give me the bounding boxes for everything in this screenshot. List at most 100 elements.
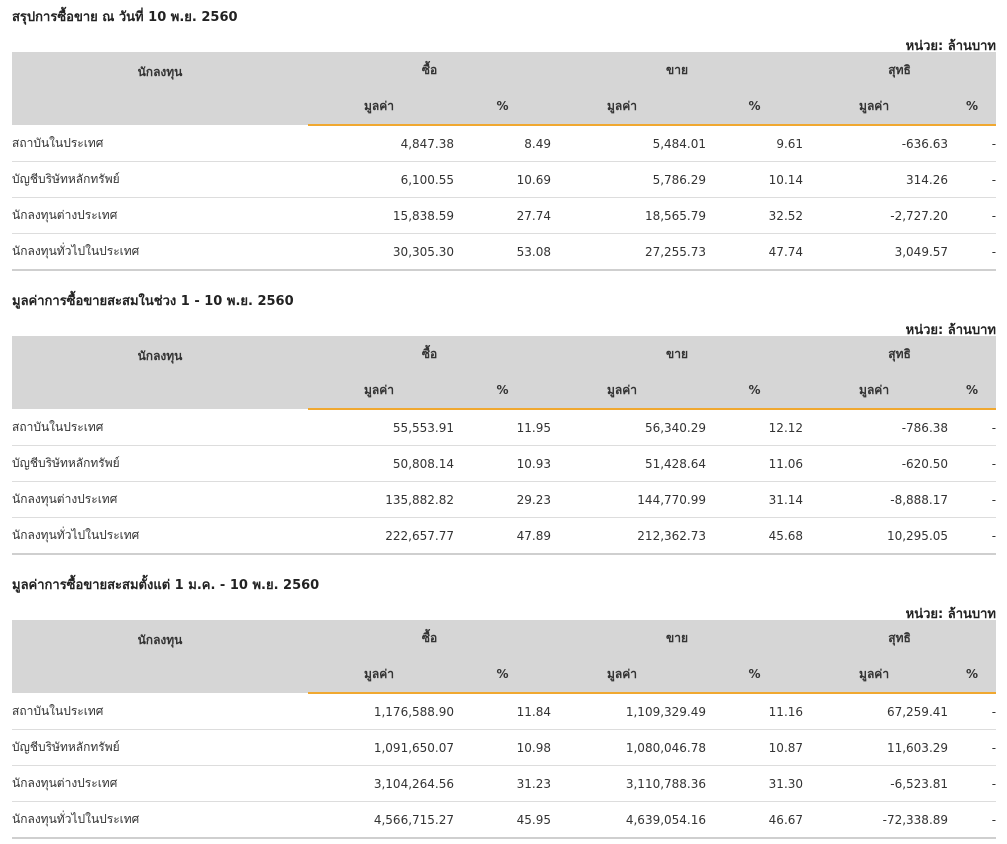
- net-value: -786.38: [803, 409, 949, 446]
- header-row: นักลงทุน ซื้อ ขาย สุทธิ: [12, 336, 997, 409]
- buy-value: 1,176,588.90: [308, 693, 454, 730]
- header-sell-pct: %: [706, 372, 804, 410]
- section-title: มูลค่าการซื้อขายสะสมตั้งแต่ 1 ม.ค. - 10 …: [12, 578, 320, 593]
- buy-value: 1,091,650.07: [308, 729, 454, 766]
- buy-value: 4,566,715.27: [308, 801, 454, 839]
- buy-pct: 10.69: [454, 161, 552, 198]
- net-value: -8,888.17: [803, 481, 949, 518]
- net-pct: -: [948, 161, 997, 198]
- investor-name: นักลงทุนทั่วไปในประเทศ: [12, 233, 308, 271]
- header-net-pct: %: [948, 656, 997, 694]
- net-value: -6,523.81: [803, 765, 949, 802]
- net-pct: -: [948, 125, 997, 162]
- sell-pct: 31.14: [706, 481, 804, 518]
- net-pct: -: [948, 409, 997, 446]
- net-pct: -: [948, 765, 997, 802]
- header-row: นักลงทุน ซื้อ ขาย สุทธิ: [12, 52, 997, 125]
- header-sell-pct: %: [706, 656, 804, 694]
- investor-name: นักลงทุนต่างประเทศ: [12, 197, 308, 234]
- buy-value: 6,100.55: [308, 161, 454, 198]
- unit-label: หน่วย: ล้านบาท: [905, 39, 996, 54]
- sell-pct: 11.16: [706, 693, 804, 730]
- header-net-value: มูลค่า: [803, 88, 949, 126]
- sell-value: 3,110,788.36: [551, 765, 707, 802]
- sell-pct: 31.30: [706, 765, 804, 802]
- net-pct: -: [948, 445, 997, 482]
- investor-name: บัญชีบริษัทหลักทรัพย์: [12, 729, 308, 766]
- sell-value: 56,340.29: [551, 409, 707, 446]
- trading-table: นักลงทุน ซื้อ ขาย สุทธิ มูลค่า% มูลค่า% มูลค่า…: [12, 336, 997, 555]
- buy-value: 30,305.30: [308, 233, 454, 271]
- header-buy-pct: %: [454, 656, 552, 694]
- table-row: นักลงทุนต่างประเทศ 135,882.82 29.23 144,770…: [12, 481, 997, 518]
- header-investor: นักลงทุน: [12, 336, 308, 409]
- investor-name: สถาบันในประเทศ: [12, 409, 308, 446]
- header-buy: ซื้อ: [308, 620, 552, 656]
- sell-value: 5,786.29: [551, 161, 707, 198]
- table-row: นักลงทุนทั่วไปในประเทศ 30,305.30 53.08 27,2…: [12, 233, 997, 271]
- table-row: นักลงทุนต่างประเทศ 3,104,264.56 31.23 3,110…: [12, 765, 997, 802]
- investor-name: นักลงทุนทั่วไปในประเทศ: [12, 517, 308, 555]
- net-pct: -: [948, 801, 997, 839]
- net-value: -636.63: [803, 125, 949, 162]
- table-row: นักลงทุนทั่วไปในประเทศ 222,657.77 47.89 212…: [12, 517, 997, 555]
- sell-pct: 9.61: [706, 125, 804, 162]
- sell-pct: 47.74: [706, 233, 804, 271]
- header-buy: ซื้อ: [308, 52, 552, 88]
- buy-value: 4,847.38: [308, 125, 454, 162]
- table-row: นักลงทุนต่างประเทศ 15,838.59 27.74 18,565.7…: [12, 197, 997, 234]
- sell-pct: 12.12: [706, 409, 804, 446]
- sell-value: 27,255.73: [551, 233, 707, 271]
- subheader-row: มูลค่า% มูลค่า% มูลค่า%: [12, 656, 997, 694]
- buy-value: 55,553.91: [308, 409, 454, 446]
- table-row: สถาบันในประเทศ 55,553.91 11.95 56,340.29 12.…: [12, 409, 997, 446]
- section-title: สรุปการซื้อขาย ณ วันที่ 10 พ.ย. 2560: [12, 10, 238, 25]
- investor-name: บัญชีบริษัทหลักทรัพย์: [12, 445, 308, 482]
- table-row: สถาบันในประเทศ 1,176,588.90 11.84 1,109,329…: [12, 693, 997, 730]
- summary-section: มูลค่าการซื้อขายสะสมตั้งแต่ 1 ม.ค. - 10 …: [0, 574, 1007, 844]
- buy-pct: 29.23: [454, 481, 552, 518]
- net-value: -2,727.20: [803, 197, 949, 234]
- net-pct: -: [948, 197, 997, 234]
- sell-value: 144,770.99: [551, 481, 707, 518]
- summary-section: สรุปการซื้อขาย ณ วันที่ 10 พ.ย. 2560 หน่ว…: [0, 6, 1007, 276]
- investor-name: สถาบันในประเทศ: [12, 125, 308, 162]
- buy-pct: 27.74: [454, 197, 552, 234]
- header-net-pct: %: [948, 88, 997, 126]
- net-pct: -: [948, 693, 997, 730]
- subheader-row: มูลค่า% มูลค่า% มูลค่า%: [12, 372, 997, 410]
- buy-value: 135,882.82: [308, 481, 454, 518]
- sell-pct: 10.87: [706, 729, 804, 766]
- table-row: บัญชีบริษัทหลักทรัพย์ 50,808.14 10.93 51,42…: [12, 445, 997, 482]
- buy-pct: 45.95: [454, 801, 552, 839]
- sell-pct: 46.67: [706, 801, 804, 839]
- unit-label: หน่วย: ล้านบาท: [905, 607, 996, 622]
- sell-pct: 32.52: [706, 197, 804, 234]
- sell-value: 212,362.73: [551, 517, 707, 555]
- sell-pct: 45.68: [706, 517, 804, 555]
- net-pct: -: [948, 233, 997, 271]
- net-value: 11,603.29: [803, 729, 949, 766]
- header-investor: นักลงทุน: [12, 620, 308, 693]
- net-value: 10,295.05: [803, 517, 949, 555]
- net-value: 3,049.57: [803, 233, 949, 271]
- net-value: -72,338.89: [803, 801, 949, 839]
- header-sell-value: มูลค่า: [551, 88, 707, 126]
- net-pct: -: [948, 729, 997, 766]
- summary-section: มูลค่าการซื้อขายสะสมในช่วง 1 - 10 พ.ย. 2…: [0, 290, 1007, 560]
- buy-pct: 47.89: [454, 517, 552, 555]
- sell-value: 4,639,054.16: [551, 801, 707, 839]
- sell-value: 5,484.01: [551, 125, 707, 162]
- buy-value: 222,657.77: [308, 517, 454, 555]
- sell-pct: 11.06: [706, 445, 804, 482]
- net-pct: -: [948, 517, 997, 555]
- investor-name: นักลงทุนทั่วไปในประเทศ: [12, 801, 308, 839]
- header-buy-value: มูลค่า: [308, 372, 454, 410]
- header-sell-value: มูลค่า: [551, 656, 707, 694]
- header-sell: ขาย: [551, 620, 804, 656]
- sell-pct: 10.14: [706, 161, 804, 198]
- header-buy-value: มูลค่า: [308, 656, 454, 694]
- header-net-value: มูลค่า: [803, 656, 949, 694]
- net-value: 67,259.41: [803, 693, 949, 730]
- header-investor: นักลงทุน: [12, 52, 308, 125]
